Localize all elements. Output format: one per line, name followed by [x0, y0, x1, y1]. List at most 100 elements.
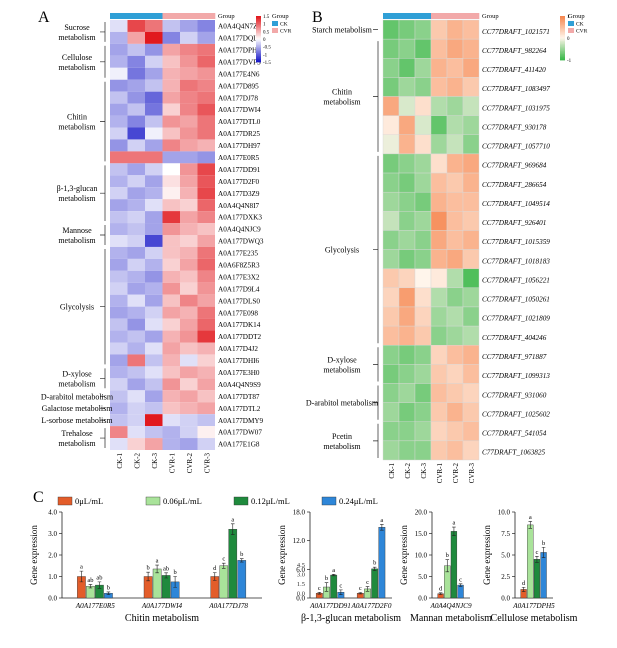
- heat-cell: [162, 414, 180, 427]
- heat-cell: [127, 91, 145, 104]
- scale-segment: [560, 52, 565, 55]
- category-label: D-xylose: [327, 355, 357, 364]
- row-label: A0A177DTL0: [218, 118, 261, 126]
- category-label: metabolism: [58, 439, 96, 448]
- heat-cell: [110, 402, 128, 415]
- heat-cell: [145, 31, 163, 44]
- significance-letter: a: [529, 514, 532, 521]
- significance-letter: b: [373, 560, 376, 567]
- heat-cell: [446, 96, 464, 116]
- scale-segment: [560, 40, 565, 43]
- heat-cell: [145, 294, 163, 307]
- heat-cell: [162, 175, 180, 188]
- heat-cell: [127, 414, 145, 427]
- heat-cell: [382, 211, 400, 231]
- legend-swatch: [272, 21, 278, 26]
- heat-cell: [145, 223, 163, 235]
- heat-cell: [145, 426, 163, 439]
- heat-cell: [414, 249, 432, 269]
- significance-letter: a: [332, 567, 335, 574]
- heat-cell: [197, 270, 215, 283]
- bar: [533, 559, 541, 599]
- heat-cell: [127, 20, 145, 32]
- scale-segment: [256, 43, 261, 46]
- row-label: A0A177DK14: [218, 321, 261, 329]
- heat-cell: [430, 249, 448, 269]
- heat-cell: [446, 38, 464, 59]
- heat-cell: [462, 421, 480, 442]
- group-bar-cell: [162, 13, 181, 19]
- heat-cell: [197, 246, 215, 259]
- category-bracket: [373, 385, 379, 420]
- heat-cell: [127, 79, 145, 92]
- heat-cell: [162, 223, 180, 235]
- heat-cell: [145, 402, 163, 415]
- heat-cell: [398, 421, 416, 442]
- heat-cell: [398, 345, 416, 365]
- scale-segment: [256, 45, 261, 48]
- heat-cell: [162, 342, 180, 355]
- row-label: A0A177E098: [218, 309, 258, 317]
- row-label: A0A177DTL2: [218, 405, 261, 413]
- category-label: D-arabitol metabolism: [306, 399, 379, 408]
- row-label: A0A177DJ78: [218, 94, 258, 102]
- heat-cell: [462, 38, 480, 59]
- heat-cell: [462, 172, 480, 193]
- heat-cell: [110, 282, 128, 295]
- significance-letter: b: [325, 575, 328, 582]
- heat-cell: [110, 223, 128, 235]
- y-tick-label: 2.0: [48, 552, 57, 560]
- heat-cell: [145, 103, 163, 116]
- heat-cell: [110, 366, 128, 379]
- row-label: CC77DRAFT_926401: [482, 219, 546, 227]
- significance-letter: a: [156, 558, 159, 565]
- heat-cell: [110, 43, 128, 56]
- heat-cell: [180, 139, 198, 152]
- scale-segment: [256, 34, 261, 37]
- heat-cell: [462, 115, 480, 135]
- heat-cell: [127, 211, 145, 224]
- category-bracket: [100, 225, 106, 245]
- column-label: CVR-2: [452, 463, 460, 484]
- scale-segment: [560, 55, 565, 58]
- heat-cell: [197, 127, 215, 140]
- scale-segment: [560, 38, 565, 40]
- column-label: CK-2: [133, 453, 141, 469]
- heat-cell: [398, 115, 416, 135]
- error-bar: [230, 523, 235, 535]
- heat-cell: [398, 402, 416, 422]
- heat-cell: [382, 306, 400, 327]
- scale-segment: [256, 48, 261, 51]
- heat-cell: [110, 139, 128, 152]
- heat-cell: [462, 211, 480, 231]
- y-tick-label: 3.0: [48, 530, 57, 538]
- heat-cell: [127, 103, 145, 116]
- scale-segment: [256, 60, 261, 63]
- heat-cell: [162, 67, 180, 80]
- heat-cell: [414, 306, 432, 327]
- x-axis-label: Mannan metabolism: [410, 613, 492, 624]
- heat-cell: [398, 364, 416, 384]
- heat-cell: [414, 172, 432, 193]
- error-bar: [365, 586, 370, 592]
- group-bar-cell: [463, 13, 480, 19]
- scale-segment: [560, 24, 565, 27]
- heat-cell: [462, 19, 480, 40]
- heat-cell: [180, 354, 198, 367]
- significance-letter: b: [240, 551, 243, 558]
- heat-cell: [162, 282, 180, 295]
- row-label: A0A177E235: [218, 250, 258, 258]
- significance-letter: c: [459, 576, 462, 583]
- heat-cell: [162, 354, 180, 367]
- heat-cell: [414, 191, 432, 212]
- row-label: A0A177DVF3: [218, 58, 261, 66]
- heat-cell: [127, 127, 145, 140]
- scale-segment: [560, 43, 565, 46]
- heat-cell: [127, 43, 145, 56]
- significance-letter: a: [231, 516, 234, 523]
- heat-cell: [180, 378, 198, 391]
- category-bracket: [373, 155, 379, 344]
- scale-segment: [256, 16, 261, 18]
- heat-cell: [382, 77, 400, 97]
